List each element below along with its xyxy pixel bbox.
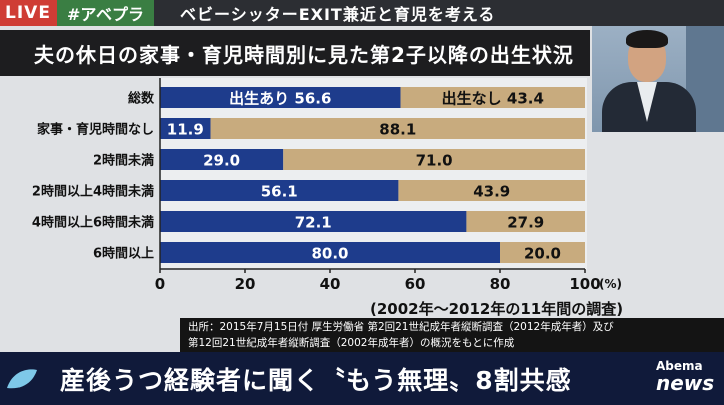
bar-segment [210, 118, 585, 139]
source-note: 出所：2015年7月15日付 厚生労働省 第2回21世紀成年者縦断調査（2012… [180, 318, 724, 352]
bar-segment [160, 149, 284, 170]
x-tick-label: 0 [155, 275, 165, 293]
value-label: 11.9 [167, 121, 204, 139]
source-line-1: 出所：2015年7月15日付 厚生労働省 第2回21世紀成年者縦断調査（2012… [188, 321, 614, 333]
value-label: 20.0 [524, 245, 561, 263]
bar-segment [160, 180, 399, 201]
x-tick-label: 80 [490, 275, 511, 293]
value-label: 56.1 [261, 183, 298, 201]
value-label: 71.0 [416, 152, 453, 170]
bottom-bar: 産後うつ経験者に聞く〝もう無理〟8割共感 [0, 352, 724, 405]
source-line-2: 第12回21世紀成年者縦断調査（2002年成年者）の概況をもとに作成 [188, 337, 515, 349]
hashtag: #アベプラ [56, 0, 155, 26]
live-badge: LIVE [0, 0, 57, 26]
bar-segment [398, 180, 585, 201]
bar-segment [500, 242, 585, 263]
bar-segment [400, 87, 585, 108]
value-label: 27.9 [507, 214, 544, 232]
bar-segment [160, 87, 401, 108]
value-label: 88.1 [379, 121, 416, 139]
category-label: 家事・育児時間なし [37, 122, 154, 138]
bar-segment [160, 211, 467, 232]
bar-segment [160, 242, 500, 263]
category-label: 2時間未満 [93, 153, 154, 169]
leaf-icon [0, 352, 44, 405]
x-tick-label: 60 [405, 275, 426, 293]
value-label: 80.0 [311, 245, 348, 263]
category-label: 総数 [128, 91, 155, 107]
brand-bottom: news [656, 371, 715, 395]
value-label: 出生あり 56.6 [229, 90, 331, 108]
value-label: 43.9 [473, 183, 510, 201]
category-label: 4時間以上6時間未満 [32, 215, 154, 231]
survey-note: (2002年～2012年の11年間の調査) [370, 300, 623, 318]
bar-segment [466, 211, 585, 232]
brand-top: Abema [656, 359, 703, 373]
bar-segment [160, 118, 211, 139]
chart-title: 夫の休日の家事・育児時間別に見た第2子以降の出生状況 [0, 30, 590, 76]
x-tick-label: 40 [320, 275, 341, 293]
headline-text: 産後うつ経験者に聞く〝もう無理〟8割共感 [60, 365, 572, 395]
category-label: 2時間以上4時間未満 [32, 184, 154, 200]
x-unit-label: (%) [599, 277, 622, 291]
presenter-image [592, 26, 724, 132]
abema-news-logo: Abema news [656, 359, 716, 399]
value-label: 72.1 [295, 214, 332, 232]
bar-segment [283, 149, 585, 170]
stacked-bar-chart: 総数 出生あり 56.6 出生なし 43.4 家事・育児時間なし 11.9 88.1 2時間… [32, 78, 623, 318]
x-tick-label: 100 [569, 275, 600, 293]
x-tick-label: 20 [235, 275, 256, 293]
plot-area [160, 78, 587, 270]
category-label: 6時間以上 [93, 246, 154, 262]
value-label: 出生なし 43.4 [442, 90, 544, 108]
topic-title: ベビーシッターEXIT兼近と育児を考える [180, 5, 496, 24]
value-label: 29.0 [203, 152, 240, 170]
top-bar: LIVE #アベプラ ベビーシッターEXIT兼近と育児を考える [0, 0, 724, 26]
